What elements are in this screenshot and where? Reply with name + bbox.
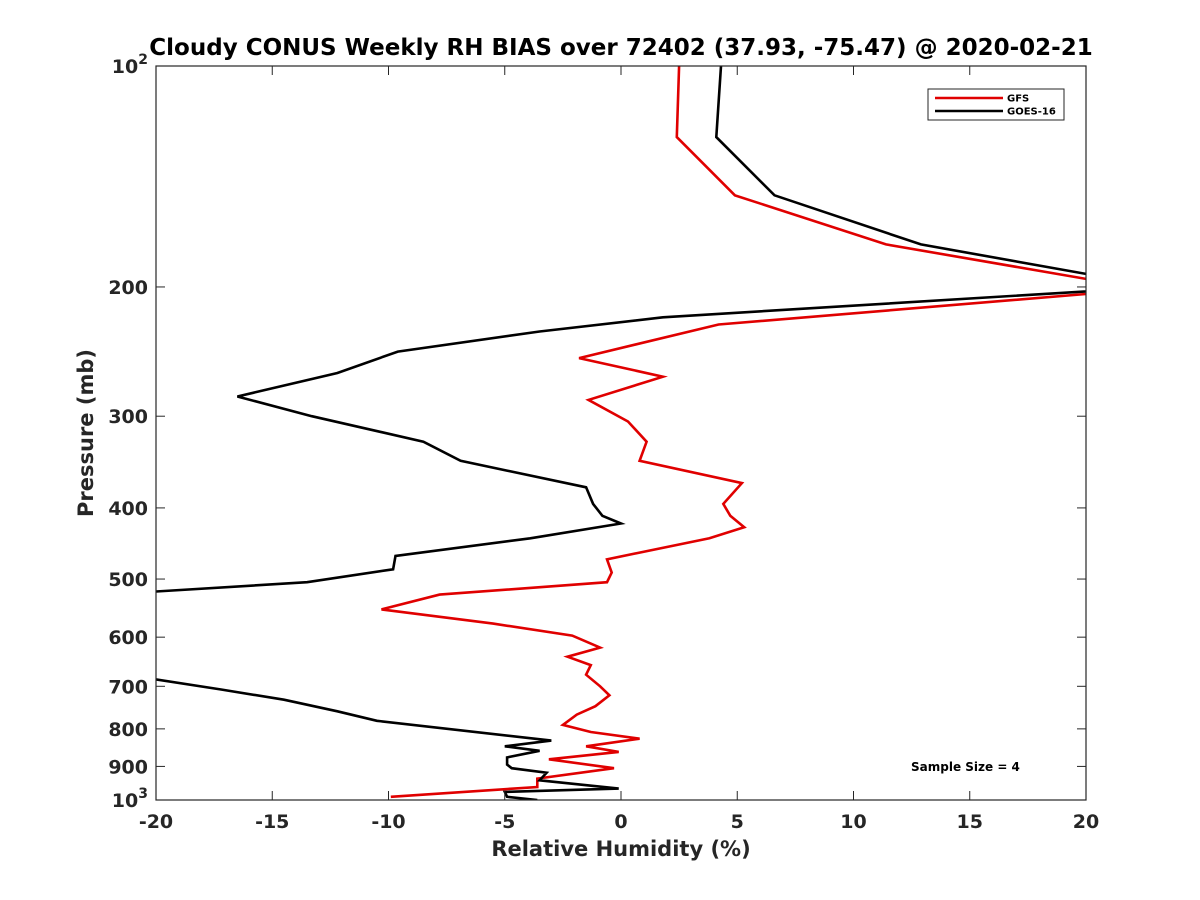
y-tick-label: 200: [108, 277, 148, 299]
legend-label-goes16: GOES-16: [1007, 107, 1056, 118]
y-tick-label: 800: [108, 719, 148, 741]
x-axis-label: Relative Humidity (%): [491, 837, 750, 861]
y-tick-label: 700: [108, 676, 148, 698]
sample-size-annotation: Sample Size = 4: [911, 760, 1020, 774]
chart-title: Cloudy CONUS Weekly RH BIAS over 72402 (…: [149, 35, 1092, 61]
x-tick-label: 20: [1073, 811, 1099, 833]
legend-box: [927, 88, 1065, 121]
legend-label-gfs: GFS: [1007, 94, 1029, 105]
plot-frame: [155, 65, 1087, 801]
x-axis-ticks: -20 -15 -10 -5 0 5 10 15 20: [139, 66, 1099, 833]
y-tick-label: 900: [108, 756, 148, 778]
x-tick-label: 15: [957, 811, 983, 833]
y-tick-label: 300: [108, 406, 148, 428]
y-tick-label: 103: [112, 786, 148, 812]
y-tick-label: 102: [112, 52, 148, 78]
y-tick-label: 600: [108, 627, 148, 649]
x-tick-label: 5: [731, 811, 744, 833]
y-axis-label: Pressure (mb): [74, 349, 98, 517]
series-layer: [156, 66, 1086, 800]
x-tick-label: -15: [255, 811, 289, 833]
y-tick-label: 400: [108, 498, 148, 520]
x-tick-label: -10: [371, 811, 405, 833]
x-tick-label: 0: [614, 811, 627, 833]
series-line-gfs: [381, 66, 1086, 799]
y-axis-ticks: 102 200 300 400 500 600 700 800 900 103: [108, 52, 1086, 812]
x-tick-label: -20: [139, 811, 173, 833]
legend: GFS GOES-16: [927, 88, 1065, 121]
x-tick-label: -5: [494, 811, 515, 833]
series-line-goes16: [156, 66, 1086, 800]
y-tick-label: 500: [108, 569, 148, 591]
x-tick-label: 10: [840, 811, 866, 833]
